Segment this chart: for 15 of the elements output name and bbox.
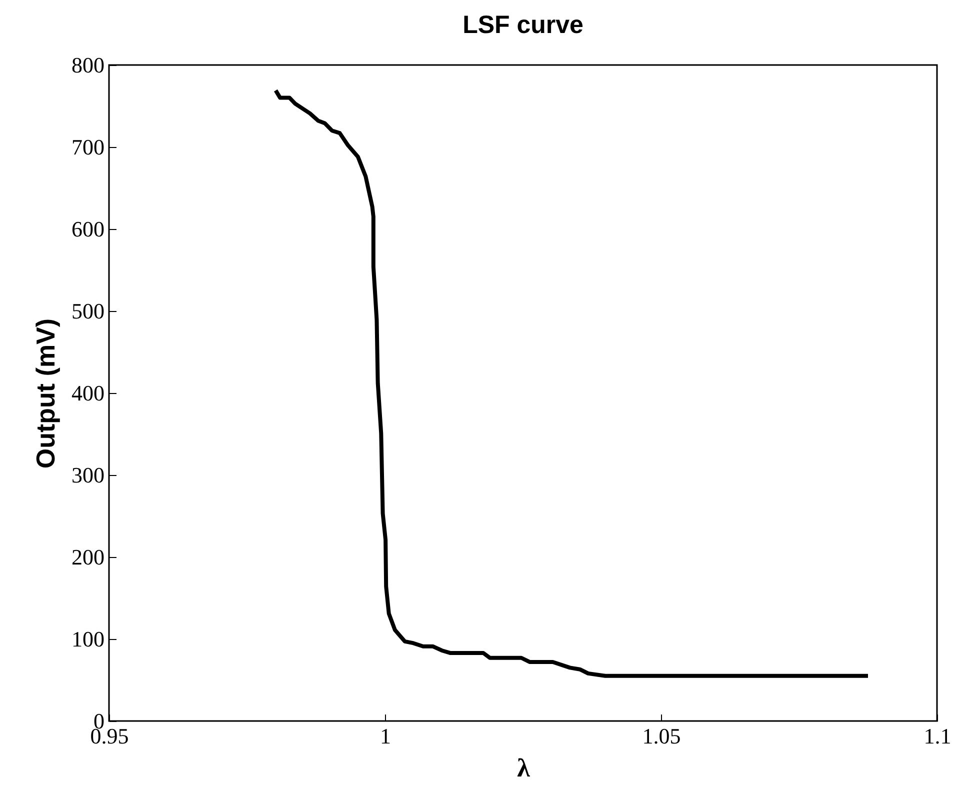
y-tick-label: 100 xyxy=(72,626,104,652)
y-tick-label: 500 xyxy=(72,298,104,324)
x-axis-title: λ xyxy=(517,754,530,782)
y-tick-label: 300 xyxy=(72,462,104,488)
x-tick-label: 1 xyxy=(380,724,391,748)
y-tick-label: 700 xyxy=(72,134,104,160)
x-tick-label: 1.05 xyxy=(642,724,681,748)
x-tick-label: 1.1 xyxy=(924,724,952,748)
y-tick-label: 800 xyxy=(72,52,104,78)
y-tick-label: 200 xyxy=(72,544,104,570)
chart-title: LSF curve xyxy=(462,11,584,39)
line-series xyxy=(274,88,870,678)
y-tick-label: 400 xyxy=(72,380,104,406)
y-tick-label: 600 xyxy=(72,216,104,242)
y-axis-title: Output (mV) xyxy=(30,318,60,469)
